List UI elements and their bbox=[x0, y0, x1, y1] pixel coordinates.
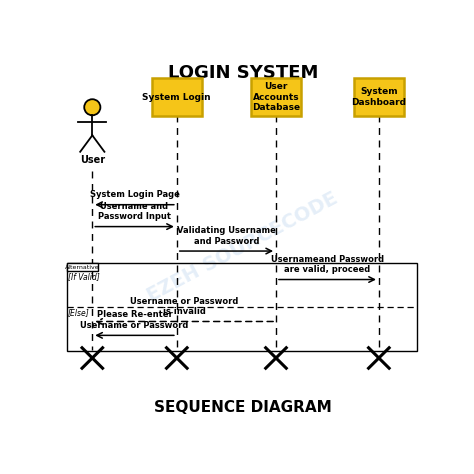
FancyBboxPatch shape bbox=[251, 78, 301, 117]
Text: User
Accounts
Database: User Accounts Database bbox=[252, 82, 300, 112]
Text: [Else]: [Else] bbox=[68, 308, 90, 317]
Text: EZEH SOURCECODE: EZEH SOURCECODE bbox=[145, 188, 341, 305]
FancyBboxPatch shape bbox=[354, 78, 404, 117]
Text: System Login Page: System Login Page bbox=[90, 190, 180, 199]
Bar bbox=[66, 263, 418, 351]
Text: LOGIN SYSTEM: LOGIN SYSTEM bbox=[168, 64, 318, 82]
Circle shape bbox=[84, 99, 100, 115]
Text: Validating Username
and Password: Validating Username and Password bbox=[177, 226, 276, 246]
Text: System
Dashboard: System Dashboard bbox=[351, 87, 406, 107]
Text: Username or Password
is invalid: Username or Password is invalid bbox=[130, 297, 238, 316]
Text: System Login: System Login bbox=[143, 92, 211, 101]
Text: User: User bbox=[80, 155, 105, 165]
Text: SEQUENCE DIAGRAM: SEQUENCE DIAGRAM bbox=[154, 401, 332, 416]
Bar bbox=[66, 263, 98, 272]
FancyBboxPatch shape bbox=[152, 78, 202, 117]
Text: Alternative: Alternative bbox=[65, 265, 100, 270]
Text: Please Re-enter
Username or Password: Please Re-enter Username or Password bbox=[81, 310, 189, 330]
Text: Usernameand Password
are valid, proceed: Usernameand Password are valid, proceed bbox=[271, 255, 384, 274]
Text: [If Valid]: [If Valid] bbox=[68, 273, 100, 282]
Text: Username and
Password Input: Username and Password Input bbox=[98, 202, 171, 221]
